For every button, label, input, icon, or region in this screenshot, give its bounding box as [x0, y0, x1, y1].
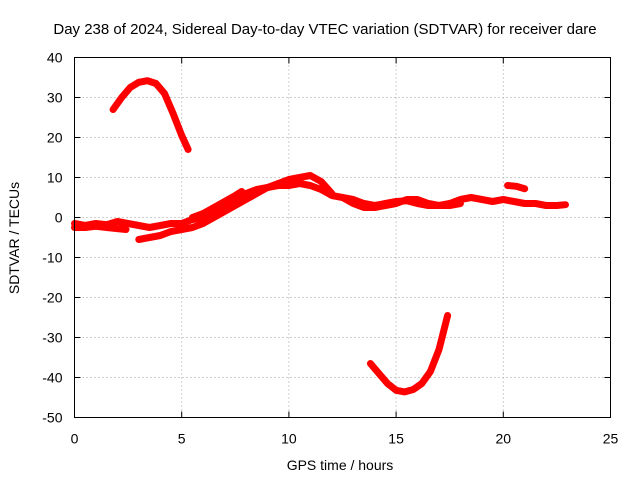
y-tick-label: -40 — [42, 370, 62, 386]
grid-layer — [74, 57, 611, 418]
series-arc-5 — [188, 188, 246, 221]
x-tick-label: 10 — [281, 431, 297, 447]
x-tick-label: 20 — [496, 431, 512, 447]
y-axis-label: SDTVAR / TECUs — [6, 182, 22, 294]
series-arc-2 — [71, 180, 569, 231]
x-tick-label: 0 — [71, 431, 79, 447]
y-tick-label: 10 — [47, 170, 63, 186]
tick-layer — [74, 57, 611, 418]
y-tick-label: -10 — [42, 250, 62, 266]
y-tick-label: 30 — [47, 90, 63, 106]
series-arc-8 — [366, 312, 452, 396]
y-tick-label: 0 — [55, 210, 63, 226]
y-tick-label: 20 — [47, 130, 63, 146]
series-arc-1 — [109, 77, 192, 153]
series-layer — [71, 77, 569, 396]
y-tick-label: -30 — [42, 330, 62, 346]
tick-label-layer: 0 5 10 15 20 25 40 30 20 10 0 -10 -20 -30 -40 -50 — [42, 50, 618, 447]
series-arc-3 — [71, 222, 130, 233]
y-tick-label: -20 — [42, 290, 62, 306]
plot-frame — [74, 57, 611, 418]
y-tick-label: 40 — [47, 50, 63, 66]
series-arc-6 — [339, 194, 464, 211]
series-arc-4 — [135, 172, 336, 243]
x-tick-label: 25 — [603, 431, 619, 447]
x-tick-label: 5 — [178, 431, 186, 447]
series-arc-7 — [504, 182, 529, 193]
y-tick-label: -50 — [42, 410, 62, 426]
chart-title: Day 238 of 2024, Sidereal Day-to-day VTE… — [53, 21, 596, 38]
x-axis-label: GPS time / hours — [287, 457, 394, 473]
x-tick-label: 15 — [388, 431, 404, 447]
